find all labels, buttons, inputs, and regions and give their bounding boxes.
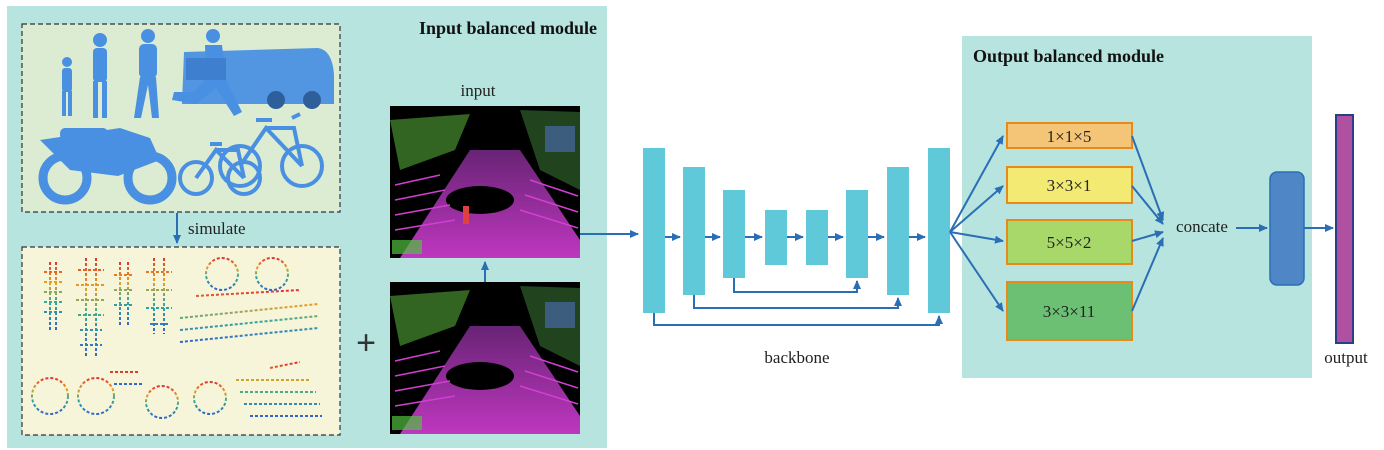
simulated-pointcloud-icon	[31, 257, 322, 419]
branch-box-1	[1006, 122, 1133, 149]
branch-label-3: 5×5×2	[1047, 233, 1092, 252]
input-module-title: Input balanced module	[419, 18, 597, 38]
encoder-block-2	[683, 167, 705, 295]
decoder-block-3	[928, 148, 950, 313]
branch-fanout-arrows	[949, 135, 1004, 312]
backbone: backbone	[580, 148, 950, 367]
input-balanced-module: Input balanced module	[7, 6, 607, 448]
branch-label-1: 1×1×5	[1047, 127, 1092, 146]
branch-merge-arrows	[1131, 135, 1164, 312]
branch-label-2: 3×3×1	[1047, 176, 1092, 195]
output-bar	[1335, 114, 1354, 344]
input-label: input	[461, 81, 496, 100]
simulate-label: simulate	[188, 219, 246, 238]
decoder-block-1	[846, 190, 868, 278]
output-label: output	[1324, 348, 1368, 367]
encoder-block-3	[723, 190, 745, 278]
branch-label-4: 3×3×11	[1043, 302, 1096, 321]
bottleneck-block-2	[806, 210, 828, 265]
pointcloud-panel	[21, 246, 341, 436]
plus-sign: +	[356, 324, 376, 362]
lidar-scan-top-icon	[390, 106, 580, 258]
lidar-scan-bottom-icon	[390, 282, 580, 434]
output-balanced-module: Output balanced module 1×1×5 3×3×1 5×5×2…	[949, 36, 1334, 378]
encoder-block-1	[643, 148, 665, 313]
bottleneck-block-1	[765, 210, 787, 265]
concat-label: concate	[1176, 217, 1228, 236]
models-panel	[21, 23, 341, 213]
fusion-block	[1269, 171, 1305, 286]
branch-box-3	[1006, 219, 1133, 265]
branch-box-4	[1006, 281, 1133, 341]
output-module-title: Output balanced module	[973, 46, 1164, 66]
backbone-label: backbone	[764, 348, 829, 367]
3d-models-icon	[38, 29, 334, 205]
decoder-block-2	[887, 167, 909, 295]
skip-connections	[653, 278, 943, 326]
branch-box-2	[1006, 166, 1133, 204]
